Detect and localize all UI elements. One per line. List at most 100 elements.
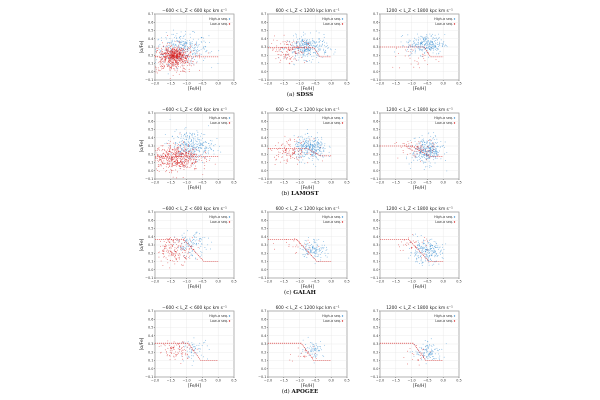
point-high [314, 349, 316, 351]
point-low [172, 55, 174, 57]
point-low [182, 177, 184, 178]
point-high [304, 55, 306, 57]
point-low [181, 57, 183, 58]
x-tick-label: 0.5 [344, 181, 349, 185]
point-high [183, 48, 185, 49]
point-low [285, 46, 286, 48]
point-high [427, 40, 429, 42]
point-high [184, 55, 186, 57]
point-high [417, 151, 419, 152]
point-high [188, 138, 190, 140]
point-low [190, 158, 192, 160]
point-low [176, 153, 178, 155]
point-high [178, 142, 180, 144]
point-high [296, 140, 297, 142]
point-high [323, 36, 325, 38]
point-low [172, 142, 174, 144]
point-high [167, 42, 168, 44]
point-low [289, 63, 291, 65]
point-high [191, 135, 193, 137]
point-high [313, 149, 315, 150]
point-low [174, 157, 176, 158]
point-low [400, 241, 402, 243]
panel-title: 600 < L_Z < 1200 kpc km s⁻¹ [276, 206, 340, 212]
y-tick-label: 0.2 [261, 152, 266, 156]
point-high [419, 156, 421, 158]
point-high [439, 41, 440, 43]
point-high [185, 248, 187, 249]
point-low [315, 358, 317, 359]
point-low [180, 162, 182, 164]
point-low [197, 247, 199, 248]
point-high [190, 141, 192, 143]
point-low [321, 160, 323, 162]
point-low [165, 59, 167, 60]
point-high [293, 51, 294, 53]
point-high [333, 53, 335, 55]
point-low [284, 43, 286, 45]
point-low [165, 150, 167, 152]
point-low [167, 64, 169, 66]
point-high [302, 31, 304, 33]
point-high [316, 252, 318, 254]
point-low [175, 355, 177, 357]
point-high [189, 155, 191, 156]
point-low [171, 58, 173, 60]
point-high [315, 253, 317, 255]
point-high [299, 141, 301, 143]
point-high [295, 150, 296, 152]
point-low [184, 153, 186, 155]
x-tick-label: −1.5 [167, 181, 175, 185]
point-high [186, 41, 187, 43]
point-high [304, 156, 306, 157]
panel-title: −600 < L_Z < 600 kpc km s⁻¹ [162, 206, 227, 212]
point-high [314, 142, 315, 144]
point-high [181, 149, 183, 151]
point-high [315, 47, 317, 49]
point-high [190, 254, 192, 256]
point-high [436, 47, 438, 49]
point-low [174, 49, 176, 51]
point-low [174, 51, 175, 53]
point-high [299, 136, 301, 138]
point-high [193, 243, 195, 245]
point-low [180, 245, 182, 247]
point-low [424, 253, 425, 255]
point-high [329, 48, 331, 50]
point-high [180, 31, 182, 33]
y-tick-label: 0.1 [148, 161, 153, 165]
point-low [414, 156, 416, 158]
point-high [199, 149, 200, 151]
point-high [434, 148, 436, 150]
point-high [184, 343, 186, 345]
point-high [295, 33, 297, 35]
point-high [435, 255, 437, 256]
point-low [176, 58, 178, 60]
point-low [168, 51, 170, 52]
point-low [169, 241, 171, 243]
y-tick-label: 0.0 [261, 70, 266, 74]
point-low [167, 154, 169, 156]
point-high [313, 41, 315, 42]
point-low [432, 145, 434, 147]
point-low [175, 152, 177, 154]
point-high [184, 46, 185, 48]
point-high [444, 147, 445, 148]
point-high [424, 47, 426, 49]
point-low [297, 163, 298, 165]
point-low [173, 55, 175, 57]
point-high [421, 155, 423, 157]
point-high [192, 58, 193, 59]
point-high [417, 240, 419, 242]
point-high [436, 155, 438, 157]
point-high [295, 46, 297, 48]
point-low [408, 243, 409, 245]
point-high [316, 46, 318, 48]
point-low [196, 149, 197, 151]
point-high [426, 37, 428, 39]
point-low [171, 152, 173, 154]
point-low [170, 50, 172, 52]
point-high [187, 242, 189, 244]
panel-1-1: −2.0 −1.5 −1.0 −0.5 0.0 0.5−0.10.00.10.20.30.… [258, 107, 350, 191]
point-high [194, 257, 196, 259]
